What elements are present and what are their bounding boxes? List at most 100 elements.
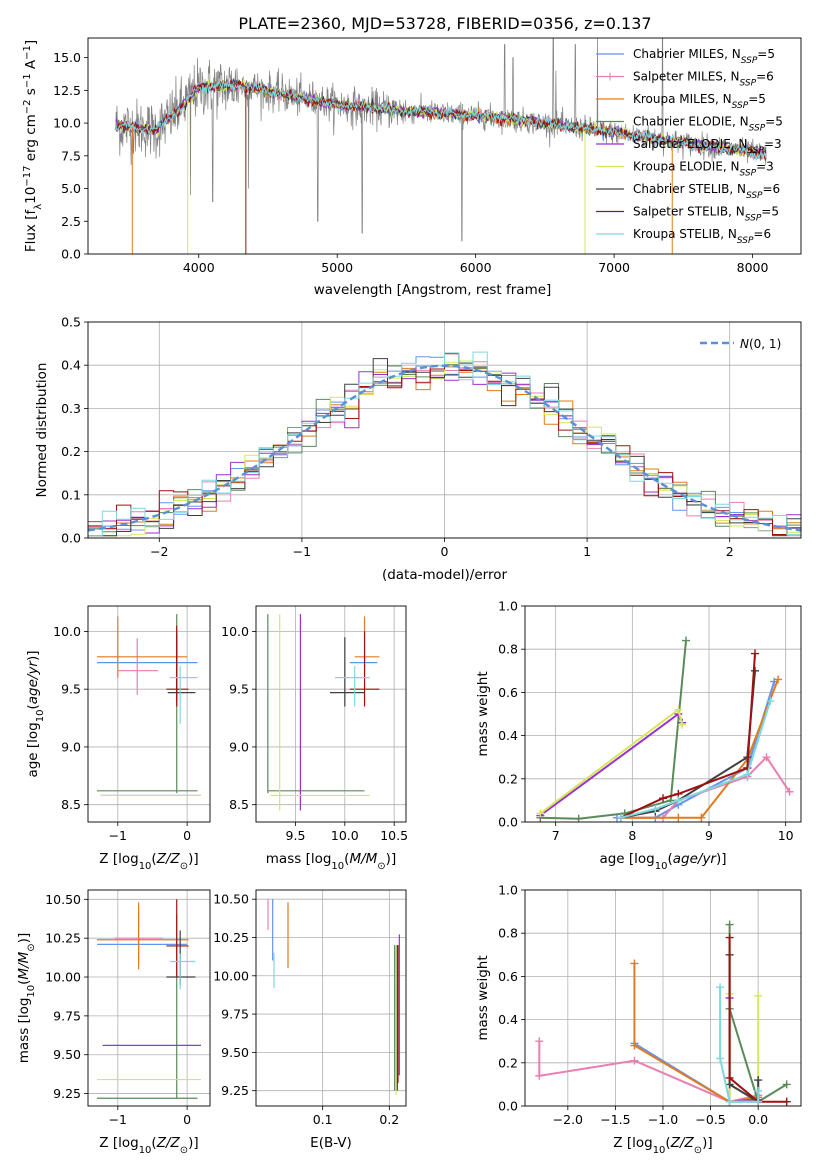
- series-point: [678, 720, 687, 729]
- series-point: [751, 649, 759, 658]
- series-point: [535, 1037, 544, 1046]
- error-bar: [97, 914, 198, 1099]
- y-tick-label: 12.5: [53, 83, 81, 98]
- series-point: [725, 920, 734, 929]
- y-tick-label: 5.0: [61, 181, 81, 196]
- y-tick-label: 0.0: [498, 1099, 518, 1114]
- series-point: [754, 1076, 763, 1085]
- legend-label: Kroupa MILES, NSSP=5: [633, 92, 766, 111]
- axes-frame: [87, 321, 802, 539]
- plot-area-6: [267, 899, 400, 1096]
- y-tick-label: 10.25: [213, 930, 249, 945]
- y-tick-label: 0.3: [61, 401, 81, 416]
- series-point: [766, 697, 775, 706]
- histogram-legend: N(0, 1): [700, 337, 781, 351]
- series-point: [754, 1097, 763, 1106]
- x-tick-label: 7000: [598, 260, 630, 275]
- legend-label: Kroupa ELODIE, NSSP=3: [633, 160, 774, 179]
- y-axis-label: age [log10(age/yr)]: [25, 650, 46, 777]
- y-tick-label: 15.0: [53, 50, 81, 65]
- mass-weight-series: [616, 675, 782, 822]
- y-tick-label: 0.0: [61, 247, 81, 262]
- y-tick-label: 9.50: [221, 1045, 249, 1060]
- x-tick-label: 0.1: [313, 1112, 333, 1127]
- series-point: [674, 796, 683, 805]
- series-point: [574, 814, 583, 822]
- model-spectrum: [115, 79, 767, 162]
- x-axis-label: age [log10(age/yr)]: [599, 851, 726, 872]
- series-line: [539, 712, 684, 817]
- legend-label: Salpeter MILES, NSSP=6: [633, 70, 774, 89]
- y-tick-label: 9.5: [229, 682, 249, 697]
- plot-area-3: [267, 614, 380, 811]
- residual-histogram: [88, 358, 801, 537]
- x-tick-label: 10: [778, 828, 794, 843]
- y-tick-label: 0.0: [498, 815, 518, 830]
- error-bar: [166, 625, 189, 707]
- series-point: [725, 1097, 734, 1106]
- error-bar: [117, 638, 159, 695]
- axes-frame: [87, 605, 211, 823]
- y-tick-label: 9.0: [229, 739, 249, 754]
- y-tick-label: 8.5: [61, 797, 81, 812]
- series-point: [716, 983, 725, 992]
- x-tick-label: −1: [109, 1112, 127, 1127]
- series-line: [620, 755, 791, 819]
- y-tick-label: 0.6: [498, 969, 518, 984]
- series-point: [785, 787, 794, 796]
- x-tick-label: 0: [183, 1112, 191, 1127]
- series-point: [630, 959, 639, 968]
- series-point: [630, 1056, 639, 1065]
- error-bar: [330, 637, 365, 707]
- y-tick-label: 0.6: [498, 685, 518, 700]
- series-point: [716, 1054, 725, 1063]
- x-tick-label: −2: [150, 544, 168, 559]
- error-bar: [334, 666, 370, 707]
- axes-3: 9.5 10.0 10.5 8.5 9.0 9.5 10.0 mass [log10(M/M⊙…: [221, 605, 408, 872]
- plot-area-1: [88, 351, 801, 537]
- y-tick-label: 9.25: [53, 1086, 81, 1101]
- plot-area-0: [115, 38, 767, 254]
- series-line: [633, 1042, 760, 1103]
- y-tick-label: 9.75: [53, 1008, 81, 1023]
- series-point: [743, 770, 752, 779]
- error-bar: [166, 899, 189, 978]
- y-axis-label: mass [log10(M/M⊙)]: [16, 933, 37, 1063]
- error-bar: [167, 633, 196, 701]
- mass-weight-series: [630, 959, 763, 1106]
- legend-label: Salpeter ELODIE, NSSP=3: [633, 137, 782, 156]
- svg-text:+: +: [605, 70, 615, 84]
- series-point: [674, 813, 683, 822]
- series-point: [616, 813, 625, 822]
- x-tick-label: 0: [441, 544, 449, 559]
- x-axis-label: mass [log10(M/M⊙)]: [266, 851, 396, 872]
- y-tick-label: 10.25: [45, 931, 81, 946]
- error-bar: [97, 902, 189, 970]
- axes-6: 0.1 0.2 9.25 9.50 9.75 10.00 10.25 10.50 E(B-V): [213, 889, 407, 1151]
- y-tick-label: 10.50: [213, 892, 249, 907]
- x-tick-label: 9.5: [286, 828, 306, 843]
- legend-label: Chabrier ELODIE, NSSP=5: [633, 115, 783, 134]
- y-axis-label: Normed distribution: [34, 363, 50, 498]
- x-tick-label: 1: [583, 544, 591, 559]
- y-tick-label: 9.0: [61, 739, 81, 754]
- error-bar: [169, 666, 198, 724]
- error-bar: [270, 614, 370, 811]
- x-tick-label: 8: [628, 828, 636, 843]
- y-tick-label: 10.0: [53, 624, 81, 639]
- x-tick-label: 10.5: [380, 828, 408, 843]
- y-tick-label: 0.1: [61, 487, 81, 502]
- y-tick-label: 9.25: [221, 1083, 249, 1098]
- x-tick-label: 5000: [321, 260, 353, 275]
- plot-area-5: [97, 899, 201, 1099]
- y-tick-label: 0.4: [61, 358, 81, 373]
- axes-1: −2 −1 0 1 2 0.0 0.1 0.2 0.3 0.4 0.5 N(0, 1) (data-mo…: [34, 315, 802, 583]
- error-bar: [267, 614, 365, 794]
- x-tick-label: 4000: [183, 260, 215, 275]
- mass-weight-series: [725, 933, 791, 1106]
- x-axis-label: E(B-V): [310, 1135, 352, 1151]
- y-tick-label: 10.0: [221, 624, 249, 639]
- legend-label: Salpeter STELIB, NSSP=5: [633, 205, 779, 224]
- legend-label: Chabrier STELIB, NSSP=6: [633, 182, 780, 201]
- y-axis-label: mass weight: [475, 955, 491, 1040]
